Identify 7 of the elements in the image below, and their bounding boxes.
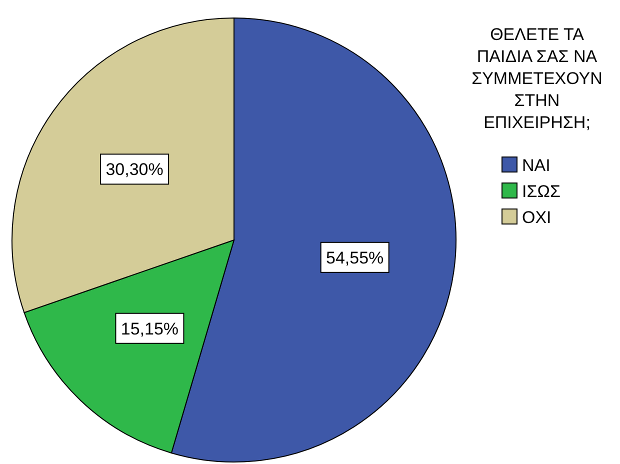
legend-title: ΘΕΛΕΤΕ ΤΑ ΠΑΙΔΙΑ ΣΑΣ ΝΑ ΣΥΜΜΕΤΕΧΟΥΝ ΣΤΗΝ ΕΠΙΧΕΙΡΗΣΗ; xyxy=(472,25,602,132)
data-label: 30,30% xyxy=(106,160,164,180)
legend-label: ΟΧΙ xyxy=(522,208,552,227)
legend-label: ΝΑΙ xyxy=(522,156,550,175)
data-label: 15,15% xyxy=(120,319,179,338)
data-label: 54,55% xyxy=(326,248,384,268)
legend-label: ΙΣΩΣ xyxy=(522,182,560,201)
